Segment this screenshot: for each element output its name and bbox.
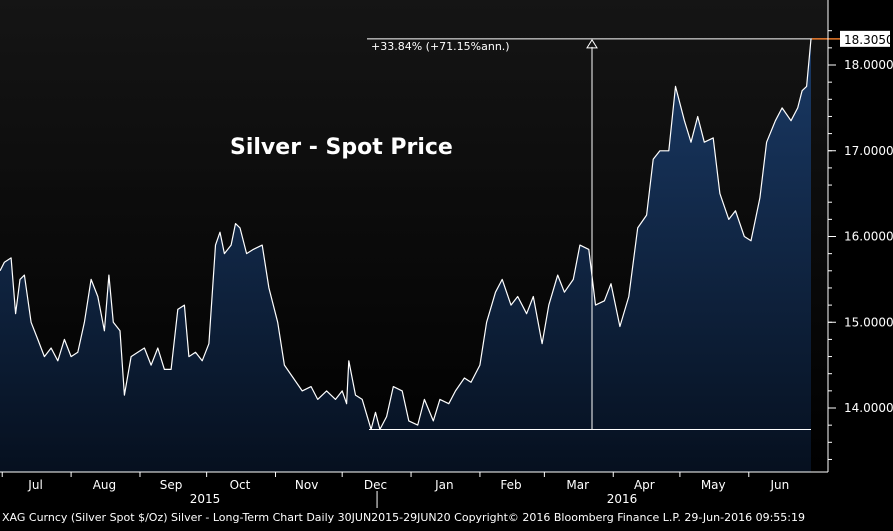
x-tick-label: Jun: [770, 478, 790, 492]
x-tick-label: Feb: [500, 478, 521, 492]
x-tick-label: Aug: [93, 478, 116, 492]
y-tick-label: 14.0000: [844, 401, 893, 415]
price-area-fill: [0, 38, 811, 473]
x-tick-label: Dec: [364, 478, 387, 492]
last-value-label: 18.3050: [844, 33, 893, 47]
change-annotation: +33.84% (+71.15%ann.): [371, 40, 510, 53]
y-tick-label: 16.0000: [844, 230, 893, 244]
chart-footer: XAG Curncy (Silver Spot $/Oz) Silver - L…: [2, 511, 805, 524]
y-tick-label: 18.0000: [844, 58, 893, 72]
x-tick-label: Apr: [634, 478, 655, 492]
x-tick-label: Jan: [434, 478, 454, 492]
x-tick-label: Jul: [27, 478, 42, 492]
x-tick-label: Nov: [295, 478, 318, 492]
x-year-label: 2016: [607, 492, 638, 506]
change-arrow-head: [586, 38, 598, 49]
price-line: [0, 38, 812, 430]
x-tick-label: Sep: [160, 478, 183, 492]
y-tick-label: 15.0000: [844, 315, 893, 329]
x-year-label: 2015: [190, 492, 221, 506]
x-tick-label: Oct: [230, 478, 251, 492]
y-tick-label: 17.0000: [844, 144, 893, 158]
x-tick-label: May: [701, 478, 726, 492]
chart-title: Silver - Spot Price: [230, 135, 453, 160]
last-value-box: [840, 30, 890, 47]
x-tick-label: Mar: [566, 478, 589, 492]
